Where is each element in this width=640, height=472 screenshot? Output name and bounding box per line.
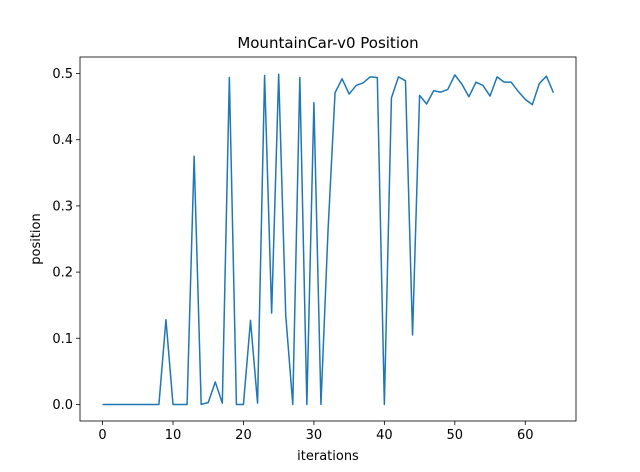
x-tick-label: 10 [165, 428, 182, 443]
x-tick-label: 0 [98, 428, 106, 443]
plot-area: 0 10 20 30 40 50 60 0.0 0.1 0.2 0.3 0.4 0.5 [52, 56, 577, 443]
y-tick-label: 0.0 [52, 398, 73, 413]
chart-title: MountainCar-v0 Position [237, 34, 418, 52]
series-line-0 [102, 73, 555, 406]
x-tick-label: 40 [376, 428, 393, 443]
y-tick-label: 0.2 [52, 266, 73, 281]
y-axis-title: position [29, 213, 44, 265]
x-axis-title: iterations [297, 449, 359, 464]
y-tick-label: 0.1 [52, 332, 73, 347]
x-tick-label: 20 [235, 428, 252, 443]
y-tick-label: 0.5 [52, 67, 73, 82]
axes-frame [79, 56, 577, 422]
y-tick-label: 0.4 [52, 133, 73, 148]
x-tick-label: 60 [517, 428, 534, 443]
x-tick-label: 30 [306, 428, 323, 443]
x-tick-label: 50 [447, 428, 464, 443]
y-tick-label: 0.3 [52, 199, 73, 214]
